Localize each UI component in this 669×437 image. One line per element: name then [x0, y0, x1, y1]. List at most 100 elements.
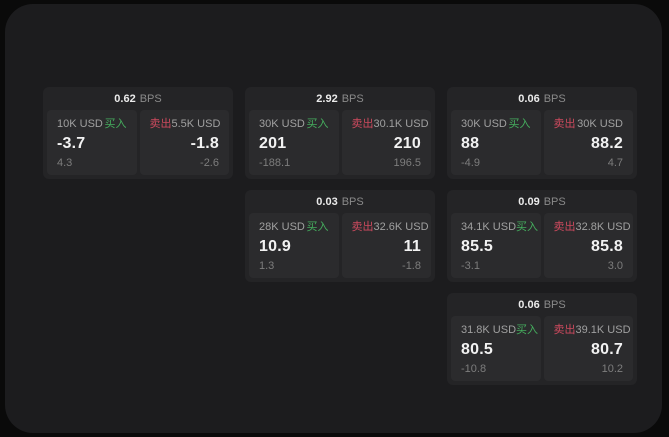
buy-delta: -3.1	[461, 260, 480, 272]
spread-value: 0.06	[518, 93, 540, 105]
buy-tag: 买入	[306, 118, 329, 130]
buy-price: 85.5	[461, 237, 493, 255]
quote-card: 0.06 BPS 30K USD 买入 88 -4.9 卖出 30K USD 88…	[447, 87, 637, 179]
buy-panel[interactable]: 31.8K USD 买入 80.5 -10.8	[451, 316, 541, 381]
buy-size: 34.1K USD	[461, 221, 517, 233]
buy-panel[interactable]: 34.1K USD 买入 85.5 -3.1	[451, 213, 541, 278]
quote-card: 2.92 BPS 30K USD 买入 201 -188.1 卖出 30.1K U…	[245, 87, 435, 179]
sell-delta: -2.6	[200, 157, 219, 169]
buy-panel[interactable]: 30K USD 买入 201 -188.1	[249, 110, 339, 175]
buy-panel-top: 31.8K USD 买入	[461, 324, 538, 336]
spread-value: 0.62	[114, 93, 136, 105]
quote-card: 0.62 BPS 10K USD 买入 -3.7 4.3 卖出 5.5K USD …	[43, 87, 233, 179]
sell-delta: 4.7	[607, 157, 623, 169]
buy-size: 28K USD	[259, 221, 305, 233]
quote-card-body: 10K USD 买入 -3.7 4.3 卖出 5.5K USD -1.8 -2.…	[47, 110, 229, 175]
sell-panel-top: 卖出 32.6K USD	[351, 221, 429, 233]
quote-board-panel: 0.62 BPS 10K USD 买入 -3.7 4.3 卖出 5.5K USD …	[5, 4, 662, 433]
quote-card-body: 34.1K USD 买入 85.5 -3.1 卖出 32.8K USD 85.8…	[451, 213, 633, 278]
sell-panel[interactable]: 卖出 32.8K USD 85.8 3.0	[543, 213, 633, 278]
buy-price: 10.9	[259, 237, 291, 255]
buy-delta: -10.8	[461, 363, 487, 375]
buy-size: 30K USD	[259, 118, 305, 130]
quote-card: 0.03 BPS 28K USD 买入 10.9 1.3 卖出 32.6K USD…	[245, 190, 435, 282]
sell-panel[interactable]: 卖出 39.1K USD 80.7 10.2	[543, 316, 633, 381]
sell-price: 85.8	[591, 237, 623, 255]
sell-panel-top: 卖出 39.1K USD	[553, 324, 631, 336]
bps-unit-label: BPS	[139, 93, 162, 105]
sell-delta: 10.2	[601, 363, 623, 375]
spread-value: 2.92	[316, 93, 338, 105]
sell-tag: 卖出	[351, 118, 374, 130]
buy-delta: 1.3	[259, 260, 275, 272]
sell-price: 88.2	[591, 134, 623, 152]
buy-size: 30K USD	[461, 118, 507, 130]
quote-card-body: 30K USD 买入 88 -4.9 卖出 30K USD 88.2 4.7	[451, 110, 633, 175]
bps-unit-label: BPS	[543, 299, 566, 311]
sell-delta: 196.5	[393, 157, 421, 169]
quote-card-body: 28K USD 买入 10.9 1.3 卖出 32.6K USD 11 -1.8	[249, 213, 431, 278]
spread-value: 0.03	[316, 196, 338, 208]
buy-panel-top: 30K USD 买入	[259, 118, 329, 130]
buy-size: 10K USD	[57, 118, 103, 130]
spread-header: 2.92 BPS	[249, 87, 431, 110]
sell-tag: 卖出	[553, 221, 576, 233]
spread-header: 0.62 BPS	[47, 87, 229, 110]
sell-size: 5.5K USD	[171, 118, 221, 130]
buy-panel[interactable]: 10K USD 买入 -3.7 4.3	[47, 110, 137, 175]
sell-size: 39.1K USD	[575, 324, 631, 336]
sell-price: -1.8	[190, 134, 219, 152]
buy-panel-top: 30K USD 买入	[461, 118, 531, 130]
buy-delta: -4.9	[461, 157, 480, 169]
buy-tag: 买入	[306, 221, 329, 233]
sell-delta: -1.8	[402, 260, 421, 272]
sell-price: 210	[393, 134, 421, 152]
quote-card-body: 30K USD 买入 201 -188.1 卖出 30.1K USD 210 1…	[249, 110, 431, 175]
spread-header: 0.09 BPS	[451, 190, 633, 213]
spread-value: 0.09	[518, 196, 540, 208]
quote-card-body: 31.8K USD 买入 80.5 -10.8 卖出 39.1K USD 80.…	[451, 316, 633, 381]
sell-panel-top: 卖出 30.1K USD	[351, 118, 429, 130]
sell-panel[interactable]: 卖出 30.1K USD 210 196.5	[341, 110, 431, 175]
sell-size: 30.1K USD	[373, 118, 429, 130]
buy-panel[interactable]: 28K USD 买入 10.9 1.3	[249, 213, 339, 278]
sell-size: 30K USD	[577, 118, 623, 130]
sell-delta: 3.0	[607, 260, 623, 272]
spread-header: 0.06 BPS	[451, 293, 633, 316]
buy-price: 88	[461, 134, 480, 152]
buy-tag: 买入	[508, 118, 531, 130]
bps-unit-label: BPS	[543, 196, 566, 208]
buy-price: 80.5	[461, 340, 493, 358]
sell-panel-top: 卖出 5.5K USD	[149, 118, 221, 130]
sell-panel-top: 卖出 32.8K USD	[553, 221, 631, 233]
buy-delta: 4.3	[57, 157, 73, 169]
sell-tag: 卖出	[553, 118, 576, 130]
spread-header: 0.03 BPS	[249, 190, 431, 213]
sell-panel[interactable]: 卖出 32.6K USD 11 -1.8	[341, 213, 431, 278]
sell-size: 32.6K USD	[373, 221, 429, 233]
buy-panel[interactable]: 30K USD 买入 88 -4.9	[451, 110, 541, 175]
quote-card: 0.09 BPS 34.1K USD 买入 85.5 -3.1 卖出 32.8K …	[447, 190, 637, 282]
buy-tag: 买入	[516, 221, 539, 233]
buy-panel-top: 28K USD 买入	[259, 221, 329, 233]
buy-delta: -188.1	[259, 157, 291, 169]
quote-grid: 0.62 BPS 10K USD 买入 -3.7 4.3 卖出 5.5K USD …	[43, 87, 637, 385]
sell-price: 80.7	[591, 340, 623, 358]
sell-panel-top: 卖出 30K USD	[554, 118, 624, 130]
spread-value: 0.06	[518, 299, 540, 311]
buy-price: -3.7	[57, 134, 86, 152]
sell-panel[interactable]: 卖出 30K USD 88.2 4.7	[543, 110, 633, 175]
buy-panel-top: 34.1K USD 买入	[461, 221, 538, 233]
sell-tag: 卖出	[149, 118, 172, 130]
sell-panel[interactable]: 卖出 5.5K USD -1.8 -2.6	[139, 110, 229, 175]
bps-unit-label: BPS	[341, 196, 364, 208]
sell-tag: 卖出	[351, 221, 374, 233]
buy-size: 31.8K USD	[461, 324, 517, 336]
sell-size: 32.8K USD	[575, 221, 631, 233]
bps-unit-label: BPS	[543, 93, 566, 105]
bps-unit-label: BPS	[341, 93, 364, 105]
spread-header: 0.06 BPS	[451, 87, 633, 110]
buy-tag: 买入	[104, 118, 127, 130]
sell-tag: 卖出	[553, 324, 576, 336]
